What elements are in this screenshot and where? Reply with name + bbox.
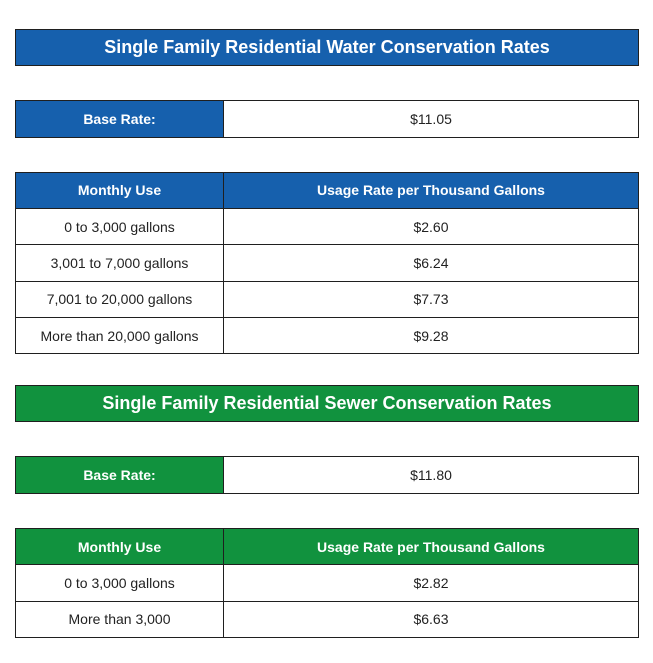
water-title: Single Family Residential Water Conserva… bbox=[104, 37, 550, 57]
sewer-title: Single Family Residential Sewer Conserva… bbox=[102, 393, 552, 413]
table-row: 0 to 3,000 gallons $2.82 bbox=[16, 564, 638, 602]
water-base-rate-label: Base Rate: bbox=[16, 101, 224, 137]
sewer-base-rate-box: Base Rate: $11.80 bbox=[15, 456, 639, 494]
sewer-base-rate-value: $11.80 bbox=[410, 467, 452, 483]
water-title-bar: Single Family Residential Water Conserva… bbox=[15, 29, 639, 66]
monthly-use-cell: More than 3,000 bbox=[16, 601, 224, 637]
monthly-use-cell: More than 20,000 gallons bbox=[16, 317, 224, 353]
water-col-monthly-use: Monthly Use bbox=[16, 173, 224, 209]
usage-rate-cell: $2.82 bbox=[223, 564, 638, 602]
monthly-use-cell: 0 to 3,000 gallons bbox=[16, 208, 224, 246]
sewer-rates-table: Monthly Use Usage Rate per Thousand Gall… bbox=[15, 528, 639, 638]
water-rates-table: Monthly Use Usage Rate per Thousand Gall… bbox=[15, 172, 639, 354]
sewer-col-usage-rate: Usage Rate per Thousand Gallons bbox=[223, 529, 638, 566]
usage-rate-cell: $2.60 bbox=[223, 208, 638, 246]
sewer-col-monthly-use: Monthly Use bbox=[16, 529, 224, 566]
usage-rate-cell: $6.63 bbox=[413, 611, 449, 628]
table-row: More than 20,000 gallons $9.28 bbox=[16, 317, 638, 353]
sewer-base-rate-label: Base Rate: bbox=[16, 457, 224, 493]
table-row: More than 3,000 $6.63 bbox=[16, 601, 638, 637]
sewer-title-bar: Single Family Residential Sewer Conserva… bbox=[15, 385, 639, 422]
monthly-use-cell: 7,001 to 20,000 gallons bbox=[16, 281, 224, 319]
monthly-use-cell: 0 to 3,000 gallons bbox=[16, 564, 224, 602]
sewer-table-header: Monthly Use Usage Rate per Thousand Gall… bbox=[16, 529, 638, 566]
usage-rate-cell: $6.24 bbox=[223, 244, 638, 282]
usage-rate-cell: $7.73 bbox=[223, 281, 638, 319]
water-col-usage-rate: Usage Rate per Thousand Gallons bbox=[223, 173, 638, 209]
table-row: 3,001 to 7,000 gallons $6.24 bbox=[16, 244, 638, 282]
table-row: 0 to 3,000 gallons $2.60 bbox=[16, 208, 638, 246]
water-base-rate-box: Base Rate: $11.05 bbox=[15, 100, 639, 138]
usage-rate-cell: $9.28 bbox=[413, 327, 449, 344]
table-row: 7,001 to 20,000 gallons $7.73 bbox=[16, 281, 638, 319]
monthly-use-cell: 3,001 to 7,000 gallons bbox=[16, 244, 224, 282]
water-base-rate-value: $11.05 bbox=[410, 111, 452, 127]
water-table-header: Monthly Use Usage Rate per Thousand Gall… bbox=[16, 173, 638, 209]
